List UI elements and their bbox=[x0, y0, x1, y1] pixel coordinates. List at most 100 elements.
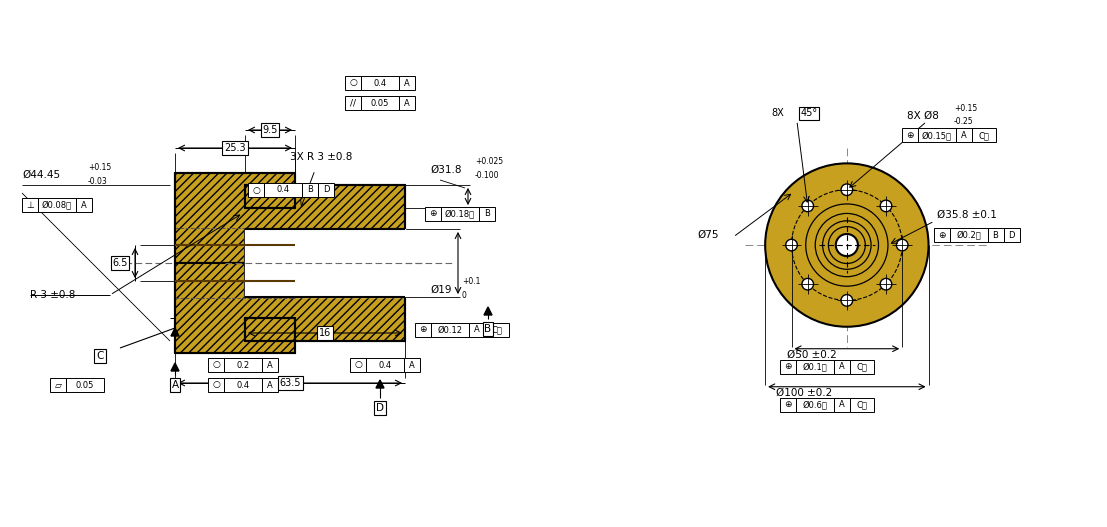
Bar bbox=[779, 398, 796, 412]
Text: CⓂ: CⓂ bbox=[492, 326, 503, 335]
Text: 45°: 45° bbox=[800, 109, 817, 119]
Bar bbox=[399, 76, 415, 90]
Bar bbox=[66, 378, 104, 392]
Text: ○: ○ bbox=[213, 360, 220, 369]
Text: 25.3: 25.3 bbox=[225, 143, 246, 153]
Text: A: A bbox=[404, 79, 410, 87]
Bar bbox=[485, 323, 509, 337]
Text: 0.4: 0.4 bbox=[379, 360, 392, 369]
Bar bbox=[208, 378, 224, 392]
Polygon shape bbox=[170, 363, 179, 371]
Text: A: A bbox=[839, 400, 845, 409]
Text: ⊕: ⊕ bbox=[938, 230, 945, 240]
Circle shape bbox=[897, 239, 908, 251]
Text: ⊥: ⊥ bbox=[27, 200, 34, 210]
Text: ○: ○ bbox=[354, 360, 362, 369]
Text: 0.2: 0.2 bbox=[237, 360, 249, 369]
Text: CⓂ: CⓂ bbox=[857, 362, 867, 371]
Bar bbox=[796, 360, 834, 374]
Bar bbox=[796, 398, 834, 412]
Text: +0.15: +0.15 bbox=[87, 163, 111, 172]
Text: ○: ○ bbox=[213, 380, 220, 389]
Text: B: B bbox=[993, 230, 999, 240]
Circle shape bbox=[836, 234, 858, 256]
Text: +0.15: +0.15 bbox=[954, 104, 977, 113]
Text: Ø31.8: Ø31.8 bbox=[430, 165, 462, 175]
Bar bbox=[415, 323, 431, 337]
Bar bbox=[479, 207, 495, 221]
Bar bbox=[431, 323, 469, 337]
Text: 8X: 8X bbox=[772, 109, 785, 119]
Text: CⓂ: CⓂ bbox=[857, 400, 867, 409]
Bar bbox=[933, 228, 950, 242]
Polygon shape bbox=[484, 307, 492, 315]
Text: ⊕: ⊕ bbox=[420, 326, 427, 335]
Text: B: B bbox=[485, 324, 492, 334]
Text: ⊕: ⊕ bbox=[784, 362, 792, 371]
Bar bbox=[318, 183, 334, 197]
Bar bbox=[1004, 228, 1020, 242]
Bar bbox=[972, 129, 996, 142]
Text: Ø35.8 ±0.1: Ø35.8 ±0.1 bbox=[937, 210, 996, 220]
Text: 9.5: 9.5 bbox=[262, 125, 278, 135]
Bar bbox=[208, 358, 224, 372]
Bar bbox=[850, 398, 873, 412]
Bar bbox=[262, 358, 278, 372]
Text: A: A bbox=[81, 200, 86, 210]
Text: 0.05: 0.05 bbox=[371, 99, 390, 108]
Bar bbox=[950, 228, 987, 242]
Text: Ø0.6ⓐ: Ø0.6ⓐ bbox=[803, 400, 827, 409]
Bar bbox=[441, 207, 479, 221]
Bar bbox=[366, 358, 404, 372]
Bar bbox=[902, 129, 918, 142]
Bar bbox=[50, 378, 66, 392]
Text: A: A bbox=[267, 360, 272, 369]
Bar bbox=[263, 183, 302, 197]
Text: A: A bbox=[267, 380, 272, 389]
Text: Ø75: Ø75 bbox=[697, 230, 718, 240]
Bar bbox=[224, 378, 262, 392]
Text: ○: ○ bbox=[349, 79, 356, 87]
Text: 0.4: 0.4 bbox=[373, 79, 386, 87]
Bar bbox=[779, 360, 796, 374]
Text: A: A bbox=[410, 360, 415, 369]
Text: Ø19: Ø19 bbox=[430, 285, 452, 295]
Text: ▱: ▱ bbox=[54, 380, 61, 389]
Text: +0.025: +0.025 bbox=[475, 158, 503, 167]
Polygon shape bbox=[170, 328, 179, 336]
Bar bbox=[248, 183, 263, 197]
Text: C: C bbox=[96, 351, 104, 361]
Text: 0.05: 0.05 bbox=[75, 380, 94, 389]
Circle shape bbox=[815, 213, 879, 277]
Bar bbox=[850, 360, 873, 374]
Text: Ø0.1ⓐ: Ø0.1ⓐ bbox=[803, 362, 827, 371]
Circle shape bbox=[880, 200, 892, 212]
Text: A: A bbox=[172, 380, 178, 390]
Text: Ø44.45: Ø44.45 bbox=[22, 170, 60, 180]
Bar bbox=[361, 96, 399, 110]
Text: R 3 ±0.8: R 3 ±0.8 bbox=[30, 290, 75, 300]
Text: ⊕: ⊕ bbox=[784, 400, 792, 409]
Text: ⊕: ⊕ bbox=[907, 131, 913, 140]
Text: CⓂ: CⓂ bbox=[979, 131, 990, 140]
Text: A: A bbox=[961, 131, 966, 140]
Bar bbox=[987, 228, 1004, 242]
Polygon shape bbox=[376, 380, 384, 388]
Polygon shape bbox=[175, 263, 405, 353]
Circle shape bbox=[765, 163, 929, 327]
Bar bbox=[345, 96, 361, 110]
Bar bbox=[345, 76, 361, 90]
Text: 16: 16 bbox=[319, 328, 331, 338]
Bar bbox=[302, 183, 318, 197]
Bar bbox=[245, 229, 405, 297]
Text: ○: ○ bbox=[252, 186, 260, 194]
Text: B: B bbox=[307, 186, 313, 194]
Text: 3X R 3 ±0.8: 3X R 3 ±0.8 bbox=[290, 152, 352, 162]
Text: Ø50 ±0.2: Ø50 ±0.2 bbox=[787, 350, 837, 360]
Text: 0: 0 bbox=[462, 291, 467, 300]
Bar bbox=[262, 378, 278, 392]
Polygon shape bbox=[175, 173, 405, 263]
Text: A: A bbox=[839, 362, 845, 371]
Bar bbox=[918, 129, 955, 142]
Text: A: A bbox=[474, 326, 479, 335]
